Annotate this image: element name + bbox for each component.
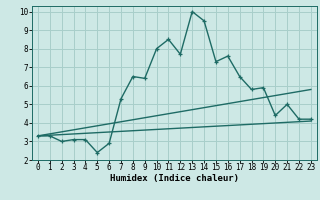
X-axis label: Humidex (Indice chaleur): Humidex (Indice chaleur) [110, 174, 239, 183]
